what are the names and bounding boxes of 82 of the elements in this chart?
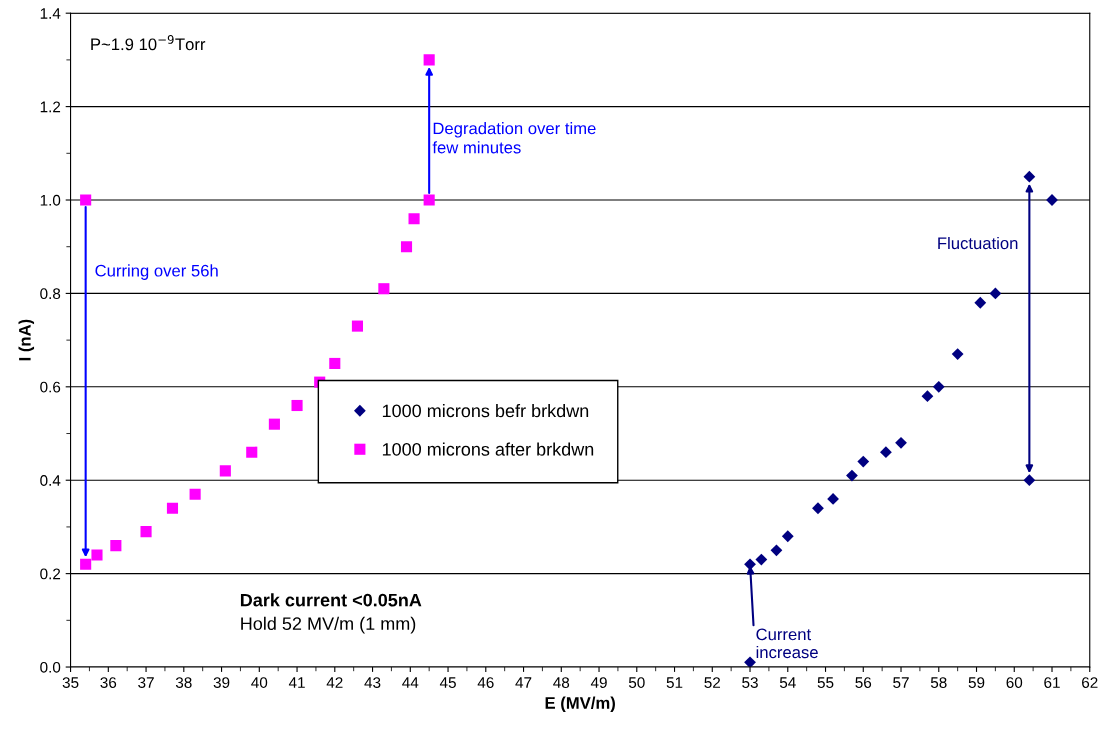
- y-tick-label: 1.2: [40, 101, 61, 113]
- point: [351, 320, 363, 332]
- point: [408, 213, 420, 225]
- point: [140, 526, 152, 538]
- legend-label: 1000 microns after brkdwn: [382, 442, 594, 456]
- x-tick-label: 54: [779, 677, 796, 688]
- point: [246, 446, 258, 458]
- annotation: Current increase: [756, 628, 818, 659]
- y-tick-label: 0.0: [40, 661, 61, 673]
- x-tick-label: 36: [100, 677, 117, 688]
- point: [781, 530, 794, 543]
- x-tick-label: 58: [930, 677, 947, 688]
- x-tick-label: 41: [288, 677, 305, 688]
- y-tick-label: 1.0: [40, 194, 61, 206]
- point: [755, 553, 768, 566]
- x-tick-label: 52: [704, 677, 721, 688]
- y-tick-label: 1.4: [40, 8, 61, 19]
- x-tick-label: 55: [817, 677, 834, 688]
- x-tick-label: 40: [251, 677, 268, 688]
- point: [846, 469, 858, 482]
- x-tick-label: 56: [855, 677, 872, 688]
- point: [329, 357, 341, 370]
- x-tick-label: 50: [628, 677, 645, 688]
- x-tick-label: 59: [968, 677, 985, 688]
- point: [932, 380, 945, 393]
- annotation: Dark current <0.05nA: [240, 593, 422, 607]
- point: [1023, 474, 1036, 487]
- point: [951, 348, 964, 361]
- annotation: Degradation over time few minutes: [432, 122, 596, 154]
- point: [423, 194, 435, 206]
- x-tick-label: 49: [590, 677, 607, 688]
- x-tick-label: 43: [364, 677, 381, 688]
- y-tick-label: 0.8: [40, 288, 61, 300]
- x-tick-label: 37: [138, 677, 154, 688]
- point: [895, 436, 907, 449]
- x-tick-label: 62: [1082, 677, 1098, 688]
- x-tick-label: 38: [175, 677, 192, 688]
- point: [80, 194, 92, 206]
- point: [857, 455, 870, 468]
- y-tick-label: 0.6: [40, 381, 61, 393]
- point: [189, 488, 201, 500]
- x-tick-label: 48: [553, 677, 570, 688]
- point: [91, 549, 103, 561]
- point: [921, 390, 934, 403]
- point: [166, 502, 179, 514]
- x-tick-label: 35: [62, 677, 79, 688]
- point: [400, 241, 413, 253]
- x-axis-title: E (MV/m): [545, 696, 615, 713]
- x-tick-label: 57: [893, 677, 909, 688]
- point: [974, 296, 987, 309]
- y-tick-label: 0.4: [40, 475, 61, 486]
- annotation: P~1.9 10$^{−9}$Torr: [91, 35, 206, 51]
- annotation: Fluctuation: [938, 236, 1018, 250]
- point: [827, 493, 839, 505]
- x-tick-label: 39: [213, 677, 230, 688]
- point: [880, 446, 892, 459]
- annotation: Hold 52 MV/m (1 mm): [241, 616, 416, 634]
- point: [989, 287, 1002, 300]
- x-tick-label: 42: [326, 677, 343, 688]
- x-tick-label: 45: [439, 677, 456, 688]
- point: [423, 54, 435, 66]
- point: [268, 418, 280, 430]
- x-tick-label: 53: [742, 677, 758, 688]
- x-tick-label: 60: [1006, 677, 1023, 688]
- point: [291, 399, 303, 412]
- x-tick-label: 44: [402, 677, 419, 688]
- y-tick-label: 0.2: [40, 568, 61, 580]
- point: [378, 283, 390, 295]
- legend-label: 1000 microns befr brkdwn: [382, 403, 589, 418]
- point: [110, 540, 122, 552]
- x-tick-label: 61: [1044, 677, 1060, 688]
- x-tick-label: 46: [477, 677, 494, 688]
- y-axis-title: I (nA): [18, 319, 35, 361]
- point: [770, 544, 783, 557]
- x-tick-label: 47: [515, 677, 532, 688]
- point: [219, 465, 231, 477]
- annotation: Curring over 56h: [95, 264, 218, 280]
- point: [812, 502, 824, 515]
- point: [744, 656, 756, 668]
- point: [1023, 170, 1036, 183]
- point: [80, 558, 92, 570]
- x-tick-label: 51: [666, 677, 683, 688]
